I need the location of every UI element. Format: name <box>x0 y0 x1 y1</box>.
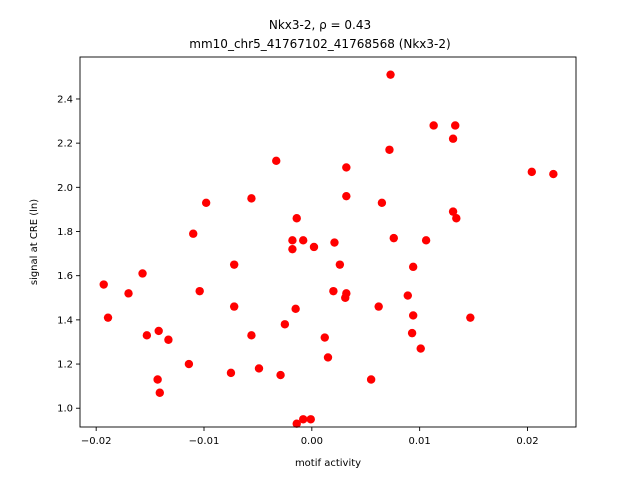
x-axis-label: motif activity <box>295 458 361 469</box>
y-tick-label-4: 1.8 <box>57 227 73 238</box>
y-tick-label-7: 2.4 <box>57 94 73 105</box>
y-tick-label-2: 1.4 <box>57 315 73 326</box>
data-point-42 <box>154 326 163 336</box>
data-point-28 <box>99 280 108 289</box>
data-point-27 <box>138 269 147 278</box>
data-point-7 <box>527 167 536 177</box>
data-point-34 <box>403 291 412 300</box>
data-point-57 <box>299 415 308 424</box>
data-point-5 <box>272 156 281 166</box>
data-point-21 <box>309 242 319 252</box>
y-axis-label: signal at CRE (ln) <box>29 199 40 285</box>
data-point-54 <box>153 375 162 384</box>
x-tick-label-4: 0.02 <box>516 436 538 447</box>
x-tick-label-1: −0.01 <box>189 436 220 447</box>
data-point-10 <box>342 191 351 201</box>
data-point-24 <box>229 260 239 269</box>
data-point-0 <box>386 70 395 79</box>
data-point-53 <box>276 370 285 380</box>
y-tick-label-1: 1.2 <box>57 360 73 371</box>
data-point-49 <box>323 353 333 362</box>
data-point-31 <box>329 286 338 296</box>
x-tick-label-2: 0.00 <box>301 436 323 447</box>
data-point-23 <box>288 244 297 254</box>
data-point-4 <box>385 145 394 154</box>
data-point-20 <box>299 236 308 245</box>
data-point-15 <box>292 214 301 223</box>
data-point-41 <box>280 320 290 329</box>
data-point-6 <box>342 163 351 172</box>
data-point-22 <box>330 238 339 247</box>
data-point-18 <box>421 236 431 245</box>
chart-subtitle: mm10_chr5_41767102_41768568 (Nkx3-2) <box>189 37 450 51</box>
x-axis: −0.02 −0.01 0.00 0.01 0.02 <box>81 427 539 447</box>
y-tick-label-0: 1.0 <box>57 404 73 415</box>
data-point-1 <box>429 121 438 130</box>
points-layer <box>99 70 558 428</box>
data-point-3 <box>448 134 458 143</box>
data-point-8 <box>549 169 558 179</box>
y-tick-label-3: 1.6 <box>57 271 73 282</box>
data-point-51 <box>254 364 264 373</box>
data-point-11 <box>201 198 211 207</box>
data-point-29 <box>124 289 133 298</box>
data-point-25 <box>335 260 345 269</box>
data-point-16 <box>189 229 198 238</box>
data-point-46 <box>320 333 329 342</box>
y-tick-label-6: 2.2 <box>57 139 73 150</box>
data-point-55 <box>366 375 376 384</box>
data-point-14 <box>452 214 461 223</box>
data-point-2 <box>451 121 460 130</box>
data-point-37 <box>374 302 383 311</box>
chart-title: Nkx3-2, ρ = 0.43 <box>269 18 371 32</box>
data-point-33 <box>341 293 350 302</box>
data-point-56 <box>155 388 164 397</box>
data-point-45 <box>247 331 256 340</box>
data-point-47 <box>407 328 417 338</box>
data-point-30 <box>195 286 204 296</box>
x-tick-label-0: −0.02 <box>81 436 112 447</box>
y-axis: 1.0 1.2 1.4 1.6 1.8 2.0 2.2 2.4 <box>57 94 80 415</box>
data-point-26 <box>408 262 418 272</box>
data-point-35 <box>229 302 239 311</box>
data-point-48 <box>416 344 425 353</box>
data-point-13 <box>448 207 458 216</box>
data-point-50 <box>184 359 194 369</box>
data-point-58 <box>306 415 315 424</box>
data-point-43 <box>142 331 152 340</box>
y-tick-label-5: 2.0 <box>57 183 73 194</box>
data-point-38 <box>103 313 113 322</box>
data-point-12 <box>377 198 387 207</box>
data-point-44 <box>164 335 173 344</box>
data-point-59 <box>292 419 301 428</box>
x-tick-label-3: 0.01 <box>409 436 431 447</box>
plot-frame <box>79 56 577 428</box>
data-point-52 <box>226 368 236 378</box>
data-point-40 <box>466 313 475 322</box>
data-point-9 <box>247 194 256 203</box>
data-point-36 <box>291 304 300 314</box>
data-point-39 <box>408 311 418 320</box>
data-point-17 <box>389 233 398 243</box>
data-point-19 <box>288 236 297 245</box>
